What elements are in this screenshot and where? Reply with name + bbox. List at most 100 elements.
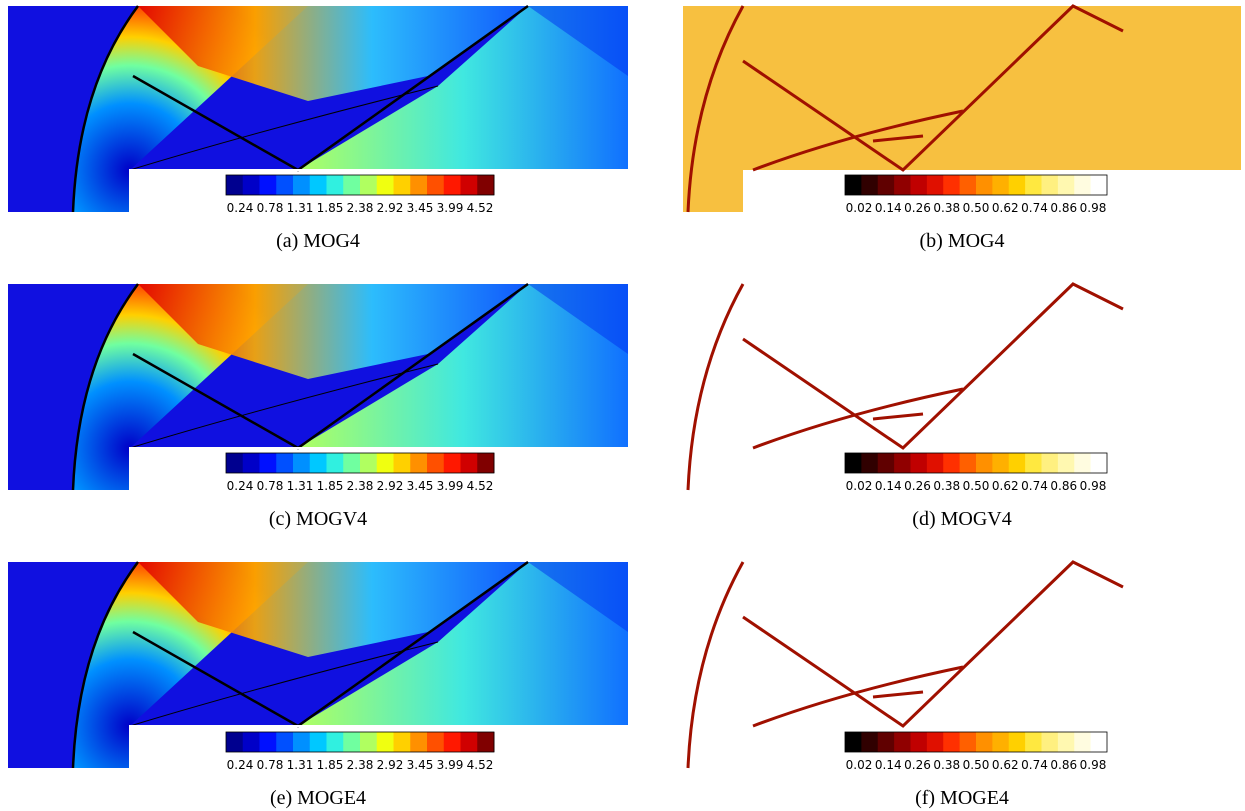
colorbar-swatch <box>327 732 344 752</box>
colorbar-tick-label: 1.31 <box>287 758 314 772</box>
colorbar-swatch <box>394 175 411 195</box>
caption: (a) MOG4 <box>276 230 360 252</box>
colorbar-swatch <box>327 453 344 473</box>
colorbar-swatch <box>845 175 862 195</box>
colorbar-tick-label: 3.99 <box>437 479 464 493</box>
colorbar-swatch <box>360 732 377 752</box>
colorbar-tick-label: 0.24 <box>227 201 254 215</box>
colorbar-tick-label: 4.52 <box>467 479 494 493</box>
colorbar-swatch <box>1074 175 1091 195</box>
colorbar-tick-label: 0.98 <box>1080 201 1107 215</box>
colorbar-swatch <box>410 732 427 752</box>
colorbar-tick-label: 0.38 <box>933 479 960 493</box>
colorbar-swatch <box>461 175 478 195</box>
colorbar-swatch <box>377 175 394 195</box>
colorbar-tick-label: 0.50 <box>963 479 990 493</box>
colorbar-tick-label: 2.38 <box>347 479 374 493</box>
colorbar-tick-label: 0.74 <box>1021 479 1048 493</box>
colorbar-swatch <box>394 453 411 473</box>
colorbar-swatch <box>410 175 427 195</box>
colorbar-tick-label: 0.62 <box>992 479 1019 493</box>
caption: (b) MOG4 <box>920 230 1005 252</box>
colorbar-swatch <box>1042 732 1059 752</box>
colorbar-tick-label: 0.26 <box>904 479 931 493</box>
colorbar-tick-label: 0.24 <box>227 758 254 772</box>
colorbar-swatch <box>394 732 411 752</box>
caption: (c) MOGV4 <box>269 508 367 530</box>
colorbar-swatch <box>976 175 993 195</box>
colorbar-swatch <box>444 453 461 473</box>
colorbar-swatch <box>927 453 944 473</box>
colorbar-swatch <box>427 453 444 473</box>
colorbar-tick-label: 2.92 <box>377 758 404 772</box>
colorbar-swatch <box>243 175 260 195</box>
colorbar-tick-label: 1.85 <box>317 758 344 772</box>
colorbar-swatch <box>878 175 895 195</box>
colorbar-swatch <box>327 175 344 195</box>
colorbar-tick-label: 1.31 <box>287 201 314 215</box>
colorbar-swatch <box>1091 732 1108 752</box>
colorbar-tick-label: 2.38 <box>347 758 374 772</box>
colorbar-swatch <box>1058 732 1075 752</box>
figure: 0.240.781.311.852.382.923.453.994.52(a) … <box>0 0 1245 811</box>
colorbar-swatch <box>861 175 878 195</box>
colorbar-swatch <box>894 175 911 195</box>
colorbar-swatch <box>992 732 1009 752</box>
colorbar-swatch <box>360 453 377 473</box>
colorbar-swatch <box>927 175 944 195</box>
colorbar-swatch <box>1042 453 1059 473</box>
colorbar-tick-label: 1.31 <box>287 479 314 493</box>
colorbar-tick-label: 3.45 <box>407 758 434 772</box>
colorbar-tick-label: 0.78 <box>257 479 284 493</box>
colorbar-tick-label: 0.14 <box>875 201 902 215</box>
colorbar-tick-label: 4.52 <box>467 758 494 772</box>
colorbar-swatch <box>976 732 993 752</box>
colorbar-swatch <box>1042 175 1059 195</box>
colorbar-tick-label: 0.98 <box>1080 479 1107 493</box>
colorbar-tick-label: 0.24 <box>227 479 254 493</box>
colorbar-swatch <box>1025 453 1042 473</box>
colorbar-swatch <box>343 732 360 752</box>
colorbar-tick-label: 3.45 <box>407 201 434 215</box>
colorbar-swatch <box>343 175 360 195</box>
colorbar-tick-label: 0.14 <box>875 758 902 772</box>
colorbar-swatch <box>943 453 960 473</box>
colorbar-tick-label: 2.38 <box>347 201 374 215</box>
colorbar-swatch <box>477 175 494 195</box>
colorbar-swatch <box>861 732 878 752</box>
colorbar-swatch <box>1074 732 1091 752</box>
colorbar-tick-label: 0.74 <box>1021 201 1048 215</box>
colorbar-swatch <box>377 453 394 473</box>
colorbar-swatch <box>878 732 895 752</box>
colorbar-swatch <box>960 175 977 195</box>
colorbar-swatch <box>894 453 911 473</box>
page: {"figure": { "colormaps": { "mach": ["#0… <box>0 0 1245 811</box>
colorbar-tick-label: 0.98 <box>1080 758 1107 772</box>
colorbar-swatch <box>1091 453 1108 473</box>
colorbar-swatch <box>461 732 478 752</box>
colorbar-swatch <box>861 453 878 473</box>
colorbar-tick-label: 0.02 <box>846 479 873 493</box>
colorbar-tick-label: 2.92 <box>377 479 404 493</box>
caption: (d) MOGV4 <box>912 508 1011 530</box>
colorbar-tick-label: 0.86 <box>1050 758 1077 772</box>
colorbar-tick-label: 0.62 <box>992 758 1019 772</box>
colorbar-tick-label: 3.99 <box>437 201 464 215</box>
colorbar-swatch <box>894 732 911 752</box>
caption: (e) MOGE4 <box>270 787 366 809</box>
colorbar-swatch <box>1074 453 1091 473</box>
colorbar-swatch <box>927 732 944 752</box>
colorbar-swatch <box>1009 175 1026 195</box>
colorbar-swatch <box>410 453 427 473</box>
colorbar-swatch <box>477 732 494 752</box>
colorbar-tick-label: 0.26 <box>904 758 931 772</box>
colorbar-tick-label: 0.02 <box>846 758 873 772</box>
colorbar-tick-label: 2.92 <box>377 201 404 215</box>
colorbar-swatch <box>911 175 928 195</box>
colorbar-swatch <box>1058 453 1075 473</box>
colorbar-swatch <box>310 732 327 752</box>
colorbar-swatch <box>992 453 1009 473</box>
colorbar-swatch <box>293 732 310 752</box>
colorbar-swatch <box>243 453 260 473</box>
colorbar-tick-label: 0.50 <box>963 758 990 772</box>
